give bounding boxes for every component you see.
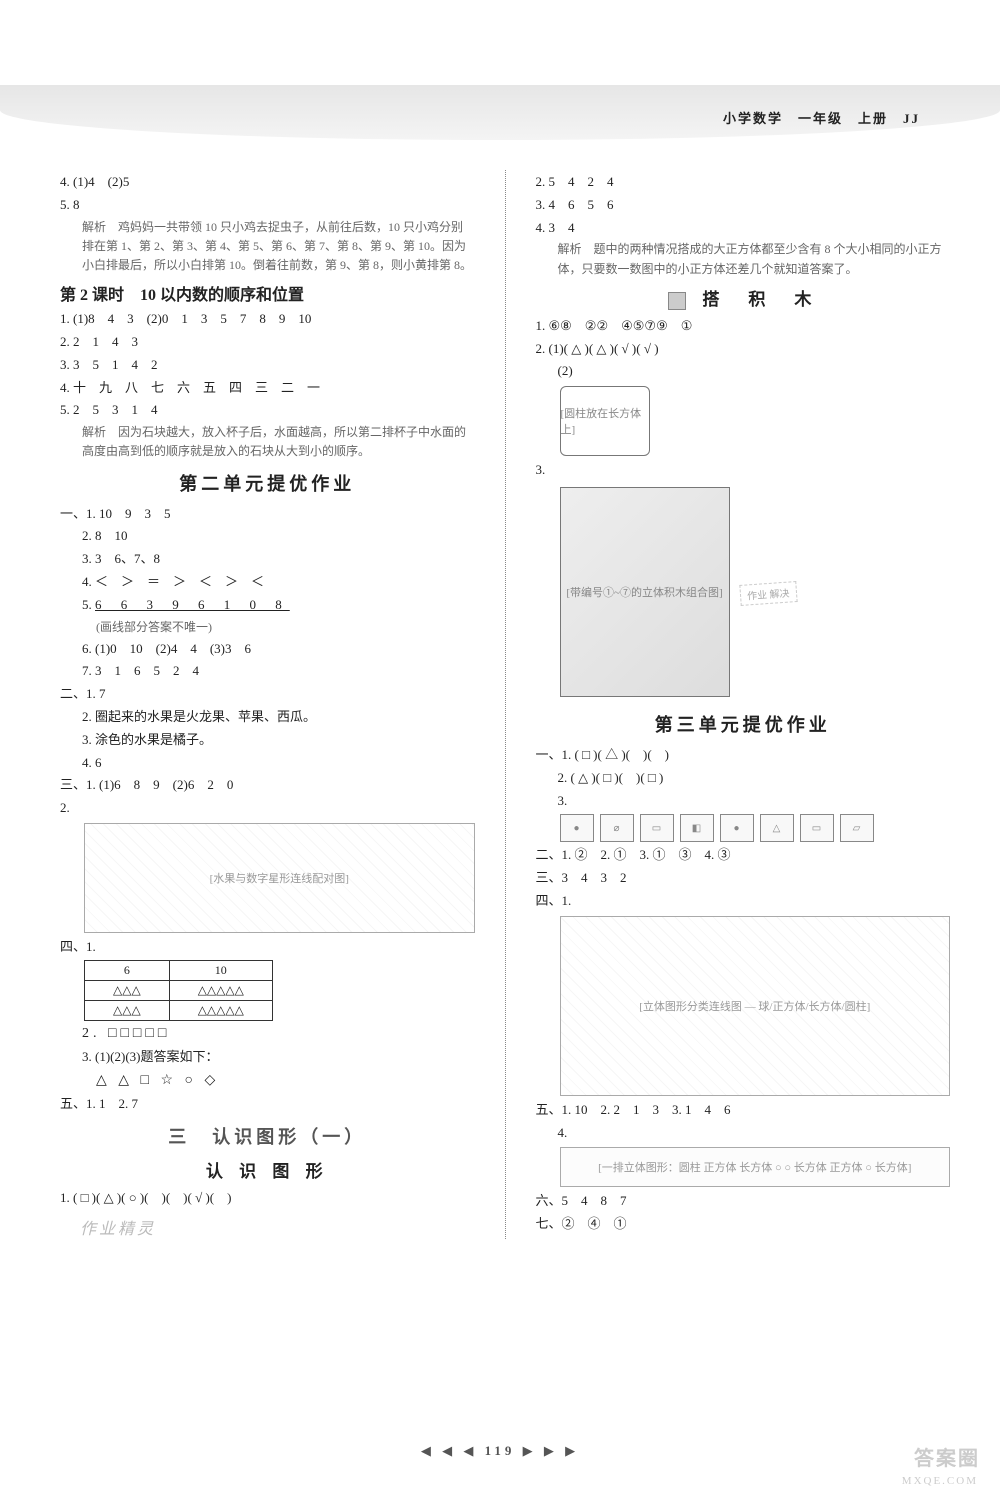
l2-4: 4. 十 九 八 七 六 五 四 三 二 一	[60, 378, 475, 399]
u3-1-1: 一、1. ( □ )( △ )( )( )	[536, 745, 951, 766]
u2-2-4: 4. 6	[60, 753, 475, 774]
u2-1-5a: 5. 6 6 3 9 6 1 0 8	[60, 595, 475, 616]
u2-1-5b: (画线部分答案不唯一)	[60, 618, 475, 637]
u2-2-1: 二、1. 7	[60, 684, 475, 705]
cell-tri: △△△	[85, 1000, 170, 1020]
cell-tri: △△△△△	[169, 1000, 272, 1020]
u3-1-3: 3.	[536, 791, 951, 812]
table-row: △△△ △△△△△	[85, 1000, 273, 1020]
faint-stamp: 作业精灵	[80, 1215, 475, 1239]
u3-6: 六、5 4 8 7	[536, 1191, 951, 1212]
u3-1-2: 2. ( △ )( □ )( )( □ )	[536, 768, 951, 789]
u2-2-2: 2. 圈起来的水果是火龙果、苹果、西瓜。	[60, 707, 475, 728]
u3-7: 七、② ④ ①	[536, 1214, 951, 1235]
th-6: 6	[85, 960, 170, 980]
u3-1-3-figure-row: ● ⌀ ▭ ◧ ● △ ▭ ▱	[560, 814, 951, 842]
column-divider	[505, 170, 506, 1239]
u3-4-figure: [立体图形分类连线图 — 球/正方体/长方体/圆柱]	[560, 916, 951, 1096]
r-4-explain: 解析 题中的两种情况搭成的大正方体都至少含有 8 个大小相同的小正方体，只要数一…	[536, 240, 951, 278]
b-2-2: (2)	[536, 361, 951, 382]
shape-sphere-icon: ●	[720, 814, 754, 842]
b-3-figure: [带编号①~⑦的立体积木组合图]	[560, 487, 730, 697]
shape-cylinder-icon: ⌀	[600, 814, 634, 842]
r-4: 4. 3 4	[536, 218, 951, 239]
lesson-2-title: 第 2 课时 10 以内数的顺序和位置	[60, 281, 475, 305]
l2-5: 5. 2 5 3 1 4	[60, 400, 475, 421]
l2-1: 1. (1)8 4 3 (2)0 1 3 5 7 8 9 10	[60, 309, 475, 330]
page-root: 小学数学 一年级 上册 JJ 4. (1)4 (2)5 5. 8 解析 鸡妈妈一…	[0, 0, 1000, 1491]
u3-5-4-figure: [一排立体图形：圆柱 正方体 长方体 ○ ○ 长方体 正方体 ○ 长方体]	[560, 1147, 951, 1187]
u2-1-5a-vals: 6 6 3 9 6 1 0 8	[95, 597, 290, 612]
u2-1-7: 7. 3 1 6 5 2 4	[60, 661, 475, 682]
b-1: 1. ⑥⑧ ②② ④⑤⑦⑨ ①	[536, 316, 951, 337]
u2-1-1: 一、1. 10 9 3 5	[60, 504, 475, 525]
blocks-title: 搭 积 木	[536, 285, 951, 310]
th-10: 10	[169, 960, 272, 980]
u2-4-3: 3. (1)(2)(3)题答案如下：	[60, 1047, 475, 1068]
u3-2: 二、1. ② 2. ① 3. ① ③ 4. ③	[536, 845, 951, 866]
table-row: △△△ △△△△△	[85, 980, 273, 1000]
right-column: 2. 5 4 2 4 3. 4 6 5 6 4. 3 4 解析 题中的两种情况搭…	[536, 170, 951, 1239]
u2-4-table: 6 10 △△△ △△△△△ △△△ △△△△△	[84, 960, 273, 1021]
watermark-sub: MXQE.COM	[902, 1475, 978, 1487]
shape-pyramid-icon: △	[760, 814, 794, 842]
u2-1-3: 3. 3 6、7、8	[60, 549, 475, 570]
u2-4-1: 四、1.	[60, 937, 475, 958]
watermark-main: 答案圈	[914, 1442, 980, 1471]
u2-4-3-shapes: △ △ □ ☆ ○ ◇	[60, 1070, 475, 1092]
table-row: 6 10	[85, 960, 273, 980]
u2-1-2: 2. 8 10	[60, 526, 475, 547]
u2-5: 五、1. 1 2. 7	[60, 1094, 475, 1115]
page-number: ◀ ◀ ◀ 119 ▶ ▶ ▶	[0, 1443, 1000, 1459]
ans-4: 4. (1)4 (2)5	[60, 172, 475, 193]
chapter-3-title: 三 认识图形（一）	[60, 1123, 475, 1149]
ans-5: 5. 8	[60, 195, 475, 216]
blocks-title-text: 搭 积 木	[702, 290, 817, 309]
u3-5: 五、1. 10 2. 2 1 3 3. 1 4 6	[536, 1100, 951, 1121]
u2-1-5a-label: 5.	[82, 597, 95, 612]
b-2-1: 2. (1)( △ )( △ )( √ )( √ )	[536, 339, 951, 360]
page-header: 小学数学 一年级 上册 JJ	[723, 108, 920, 127]
unit2-hw-title: 第二单元提优作业	[60, 470, 475, 496]
u2-1-6: 6. (1)0 10 (2)4 4 (3)3 6	[60, 639, 475, 660]
b-2-figure: [圆柱放在长方体上]	[560, 386, 650, 456]
b-3: 3.	[536, 460, 951, 481]
u3-3: 三、3 4 3 2	[536, 868, 951, 889]
shape-cuboid-icon: ▱	[840, 814, 874, 842]
r-2: 2. 5 4 2 4	[536, 172, 951, 193]
ch3-1: 1. ( □ )( △ )( ○ )( )( )( √ )( )	[60, 1188, 475, 1209]
r-3: 3. 4 6 5 6	[536, 195, 951, 216]
u2-3-1: 三、1. (1)6 8 9 (2)6 2 0	[60, 775, 475, 796]
u2-1-4: 4. ＜ ＞ ＝ ＞ ＜ ＞ ＜	[60, 572, 475, 593]
l2-3: 3. 3 5 1 4 2	[60, 355, 475, 376]
ans-5-explain: 解析 鸡妈妈一共带领 10 只小鸡去捉虫子，从前往后数，10 只小鸡分别排在第 …	[60, 218, 475, 276]
shape-cuboid-icon: ▭	[800, 814, 834, 842]
u2-3-figure: [水果与数字星形连线配对图]	[84, 823, 475, 933]
shape-sphere-icon: ●	[560, 814, 594, 842]
chapter-3-sub: 认 识 图 形	[60, 1157, 475, 1182]
arrow-left-icon: ◀ ◀ ◀	[421, 1443, 478, 1458]
u2-3-2: 2.	[60, 798, 475, 819]
u2-4-2: 2. □□□□□	[60, 1023, 475, 1045]
unit3-hw-title: 第三单元提优作业	[536, 711, 951, 737]
content-columns: 4. (1)4 (2)5 5. 8 解析 鸡妈妈一共带领 10 只小鸡去捉虫子，…	[60, 170, 950, 1239]
small-annotation: 作业 解决	[739, 581, 797, 606]
l2-5-explain: 解析 因为石块越大，放入杯子后，水面越高，所以第二排杯子中水面的高度由高到低的顺…	[60, 423, 475, 461]
arrow-right-icon: ▶ ▶ ▶	[523, 1443, 580, 1458]
u3-4: 四、1.	[536, 891, 951, 912]
cell-tri: △△△	[85, 980, 170, 1000]
l2-2: 2. 2 1 4 3	[60, 332, 475, 353]
u3-5-4: 4.	[536, 1123, 951, 1144]
left-column: 4. (1)4 (2)5 5. 8 解析 鸡妈妈一共带领 10 只小鸡去捉虫子，…	[60, 170, 475, 1239]
u2-2-3: 3. 涂色的水果是橘子。	[60, 730, 475, 751]
shape-cuboid-icon: ▭	[640, 814, 674, 842]
blocks-icon	[668, 292, 686, 310]
page-number-value: 119	[485, 1443, 516, 1458]
shape-cube-icon: ◧	[680, 814, 714, 842]
cell-tri: △△△△△	[169, 980, 272, 1000]
